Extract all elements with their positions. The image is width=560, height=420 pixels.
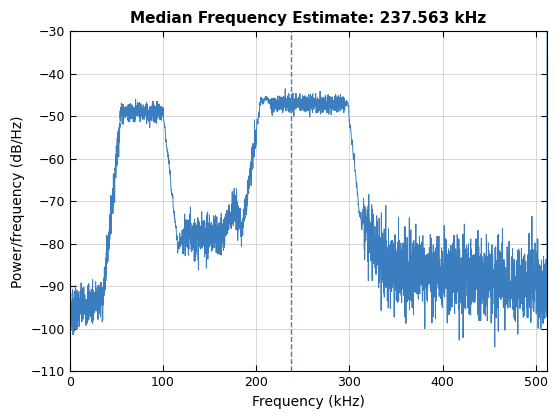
Title: Median Frequency Estimate: 237.563 kHz: Median Frequency Estimate: 237.563 kHz (130, 11, 487, 26)
X-axis label: Frequency (kHz): Frequency (kHz) (252, 395, 365, 409)
Y-axis label: Power/frequency (dB/Hz): Power/frequency (dB/Hz) (11, 115, 25, 288)
